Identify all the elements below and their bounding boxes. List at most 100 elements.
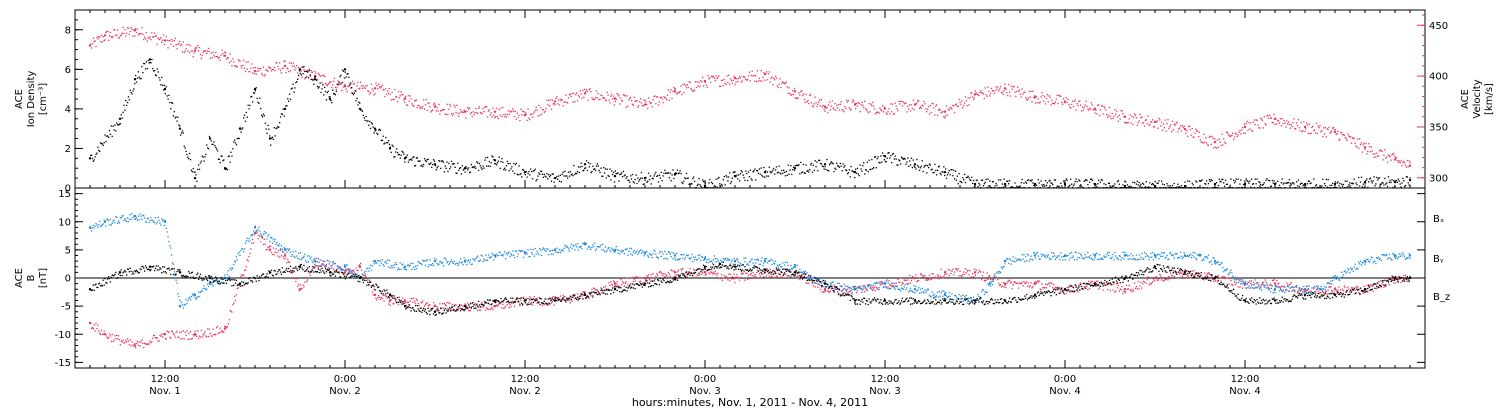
velocity-dot [706,86,708,89]
bz-dot [116,334,118,337]
velocity-dot [946,114,949,116]
velocity-dot [248,71,250,73]
bz-dot [1243,284,1246,286]
velocity-dot [1186,130,1188,132]
velocity-dot [684,83,686,85]
velocity-dot [1100,105,1102,107]
bz-dot [1203,279,1205,281]
velocity-dot [674,88,676,90]
density-point [1408,178,1412,182]
velocity-dot [505,116,508,118]
velocity-dot [112,35,114,38]
density-dot [429,163,431,165]
density-dot [373,132,375,134]
bz-dot [993,274,995,277]
velocity-dot [99,36,101,38]
density-dot [1285,182,1287,184]
density-dot [813,169,815,172]
velocity-dot [567,102,569,104]
bz-dot [220,331,222,333]
velocity-dot [270,67,272,69]
bz-dot [1133,290,1135,292]
density-dot [1116,180,1119,183]
bz-dot [581,295,583,297]
bz-dot [927,278,930,281]
density-dot [1142,182,1144,184]
velocity-dot [818,101,820,103]
velocity-dot [183,51,185,54]
density-dot [1125,181,1127,183]
bz-dot [1168,275,1170,278]
bz-dot [117,338,119,340]
bz-dot [1167,279,1169,281]
bz-dot [1197,274,1200,276]
density-dot [866,161,868,163]
density-dot [1295,187,1297,189]
velocity-dot [1355,145,1357,147]
bz-dot [687,272,689,274]
velocity-dot [606,91,608,94]
bz-dot [1197,272,1199,274]
bz-dot [1057,289,1059,291]
bz-dot [173,334,175,336]
density-dot [1024,187,1026,189]
velocity-dot [1331,130,1333,132]
velocity-dot [1322,135,1324,138]
velocity-dot [373,94,375,96]
bz-dot [1323,293,1326,295]
bz-dot [1277,283,1279,285]
velocity-dot [534,109,536,111]
velocity-dot [815,102,817,104]
velocity-dot [927,108,929,111]
velocity-dot [1049,96,1051,98]
bz-dot [835,287,837,289]
bz-dot [381,298,383,300]
bz-dot [103,330,105,332]
velocity-dot [423,108,426,110]
density-dot [728,176,730,178]
density-dot [380,139,382,142]
velocity-dot [1122,113,1124,115]
density-dot [952,175,954,177]
velocity-dot [509,110,511,112]
density-dot [666,172,668,174]
velocity-dot [471,116,473,118]
bz-dot [961,275,963,277]
bz-dot [675,276,677,278]
density-dot [112,125,114,127]
bz-dot [1355,287,1357,289]
density-dot [694,187,697,189]
velocity-dot [855,102,858,105]
density-dot [398,153,400,156]
density-dot [948,170,950,172]
density-dot [272,138,274,140]
velocity-dot [779,78,781,80]
bz-dot [846,291,848,293]
density-dot [816,161,818,163]
velocity-dot [1251,130,1254,133]
density-dot [1027,179,1030,181]
density-dot [841,170,843,172]
density-dot [1358,176,1360,179]
density-dot [1064,184,1066,186]
velocity-dot [1352,138,1354,140]
velocity-dot [1357,138,1359,140]
velocity-dot [988,90,990,93]
density-dot [308,69,310,72]
density-dot [1341,183,1343,185]
density-dot [1378,177,1381,179]
velocity-dot [1164,119,1166,121]
bz-dot [449,302,451,305]
bz-dot [601,292,603,294]
bz-dot [891,285,893,288]
velocity-dot [693,89,696,91]
bz-dot [1086,285,1088,287]
velocity-dot [1056,94,1058,97]
density-dot [944,174,946,177]
velocity-dot [936,104,938,106]
bz-dot [870,286,872,288]
density-dot [1007,180,1009,182]
density-dot [795,164,797,167]
velocity-dot [1053,102,1055,105]
bz-point [673,271,677,274]
